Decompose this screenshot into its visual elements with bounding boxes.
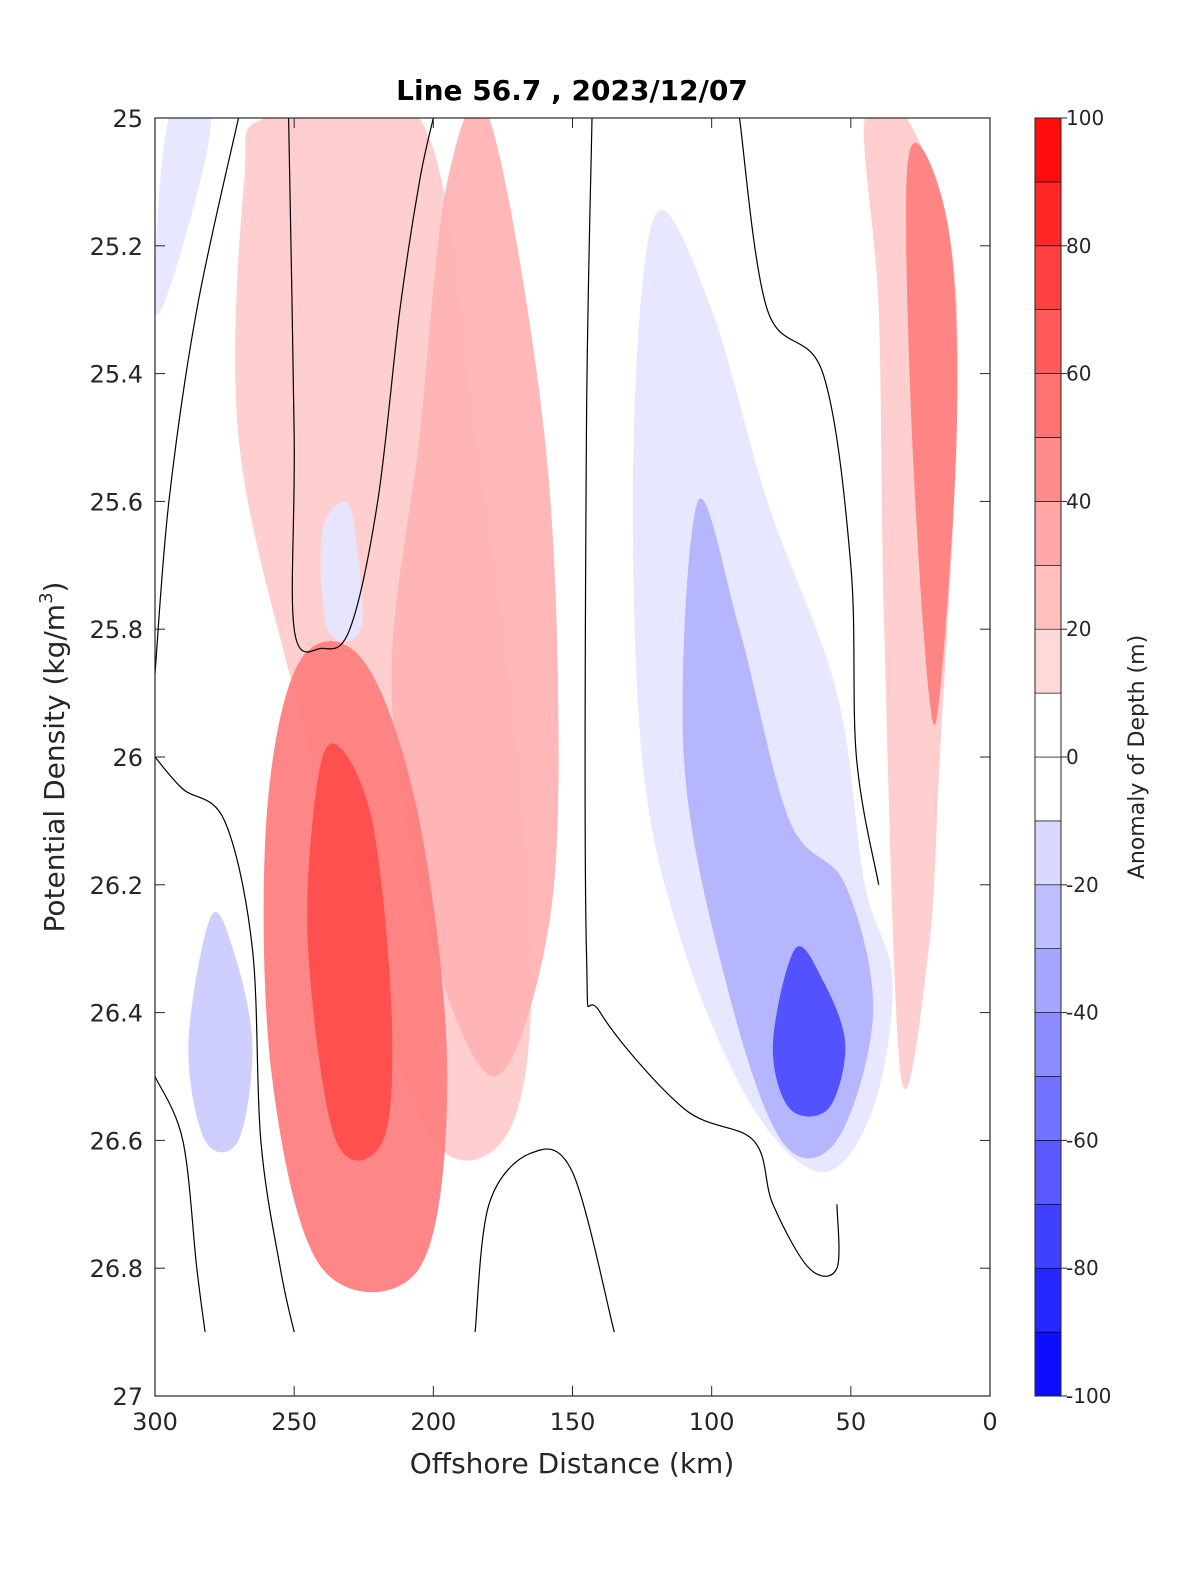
- zero-contour-line: [288, 118, 434, 653]
- colorbar-segment: [1034, 1204, 1062, 1269]
- contour-fill-warm: [905, 142, 958, 726]
- zero-contour-line: [155, 756, 295, 1333]
- contour-fill-cold: [155, 118, 211, 315]
- colorbar-segment: [1034, 884, 1062, 949]
- zero-contour-line: [155, 118, 240, 674]
- colorbar-tick-label: -100: [1066, 1384, 1111, 1408]
- chart-title: Line 56.7 , 2023/12/07: [396, 74, 748, 107]
- y-tick-label: 26.8: [90, 1255, 143, 1283]
- zero-contours: [155, 118, 880, 1333]
- colorbar-tick-label: 60: [1066, 362, 1091, 386]
- colorbar-segment: [1034, 692, 1062, 758]
- colorbar-tick-label: 0: [1066, 745, 1079, 769]
- colorbar-tick-label: 40: [1066, 489, 1091, 513]
- zero-contour-line: [738, 118, 880, 885]
- y-axis: 25 25.2 25.4 25.6 25.8 26 26.2 26.4 26.6 26.8 27: [90, 105, 990, 1411]
- y-tick-label: 25.2: [90, 233, 143, 261]
- x-axis: 300 250 200 150 100 50 0: [132, 118, 998, 1436]
- colorbar: 100 80 60 40 20 0 -20 -40 -60 -80 -100: [1034, 106, 1111, 1408]
- contour-fill-warm: [391, 118, 559, 1077]
- zero-contour-line: [584, 118, 840, 1277]
- contour-fill-cold: [772, 946, 846, 1117]
- colorbar-tick-label: 80: [1066, 234, 1091, 258]
- colorbar-tick-label: -40: [1066, 1001, 1099, 1025]
- colorbar-segment: [1034, 948, 1062, 1013]
- y-tick-label: 26.4: [90, 1000, 143, 1028]
- y-tick-label: 25.4: [90, 361, 143, 389]
- x-tick-label: 100: [689, 1408, 735, 1436]
- colorbar-tick-label: -20: [1066, 873, 1099, 897]
- colorbar-segment: [1034, 820, 1062, 886]
- colorbar-segment: [1034, 501, 1062, 566]
- contour-fill-warm: [307, 743, 393, 1161]
- y-tick-label: 25.8: [90, 616, 143, 644]
- colorbar-segment: [1034, 628, 1062, 694]
- y-axis-title-close: ): [38, 582, 71, 593]
- y-tick-label: 27: [112, 1383, 143, 1411]
- y-axis-title-main: Potential Density (kg/m: [38, 604, 71, 933]
- colorbar-segment: [1034, 309, 1062, 374]
- y-tick-label: 26.6: [90, 1127, 143, 1155]
- colorbar-segment: [1034, 756, 1062, 822]
- y-tick-label: 25: [112, 105, 143, 133]
- y-tick-label: 25.6: [90, 488, 143, 516]
- colorbar-segment: [1034, 117, 1062, 183]
- colorbar-segment: [1034, 245, 1062, 311]
- colorbar-segment: [1034, 564, 1062, 630]
- colorbar-segment: [1034, 373, 1062, 438]
- x-tick-label: 200: [410, 1408, 456, 1436]
- colorbar-segment: [1034, 1140, 1062, 1205]
- colorbar-tick-label: -60: [1066, 1128, 1099, 1152]
- contour-fill-cold: [188, 911, 253, 1153]
- zero-contour-line: [474, 1148, 615, 1333]
- x-tick-label: 300: [132, 1408, 178, 1436]
- colorbar-segment: [1034, 1267, 1062, 1333]
- colorbar-segment: [1034, 1331, 1062, 1397]
- contour-fills: [155, 118, 958, 1293]
- colorbar-tick-label: -80: [1066, 1256, 1099, 1280]
- colorbar-title: Anomaly of Depth (m): [1125, 635, 1150, 879]
- colorbar-segment: [1034, 437, 1062, 502]
- colorbar-tick-label: 20: [1066, 617, 1091, 641]
- x-tick-label: 150: [550, 1408, 596, 1436]
- zero-contour-line: [155, 1076, 206, 1333]
- x-tick-label: 250: [271, 1408, 317, 1436]
- x-axis-title: Offshore Distance (km): [410, 1447, 735, 1480]
- x-tick-label: 50: [836, 1408, 867, 1436]
- colorbar-tick-label: 100: [1066, 106, 1104, 130]
- y-tick-label: 26.2: [90, 872, 143, 900]
- colorbar-segment: [1034, 181, 1062, 247]
- colorbar-segment: [1034, 1012, 1062, 1077]
- y-axis-title: Potential Density (kg/m3): [36, 582, 71, 933]
- colorbar-segment: [1034, 1076, 1062, 1141]
- contour-fill-cold: [320, 501, 363, 642]
- y-axis-title-superscript: 3: [36, 592, 57, 603]
- y-tick-label: 26: [112, 744, 143, 772]
- x-tick-label: 0: [982, 1408, 997, 1436]
